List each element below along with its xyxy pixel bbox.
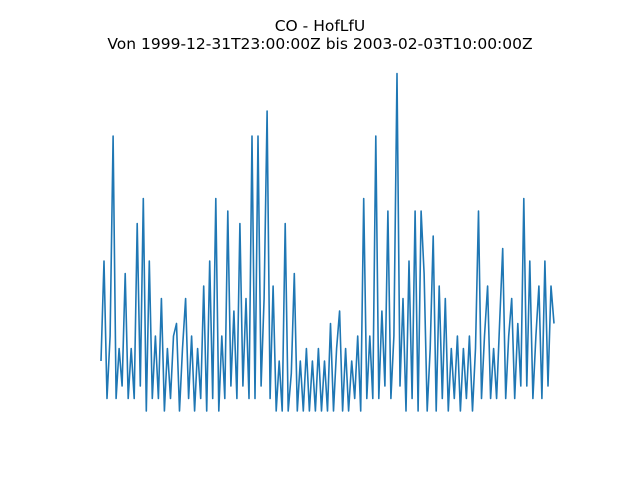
chart-title: CO - HofLfU [274,17,366,35]
chart-subtitle: Von 1999-12-31T23:00:00Z bis 2003-02-03T… [107,35,533,53]
series-line-0 [100,72,555,412]
